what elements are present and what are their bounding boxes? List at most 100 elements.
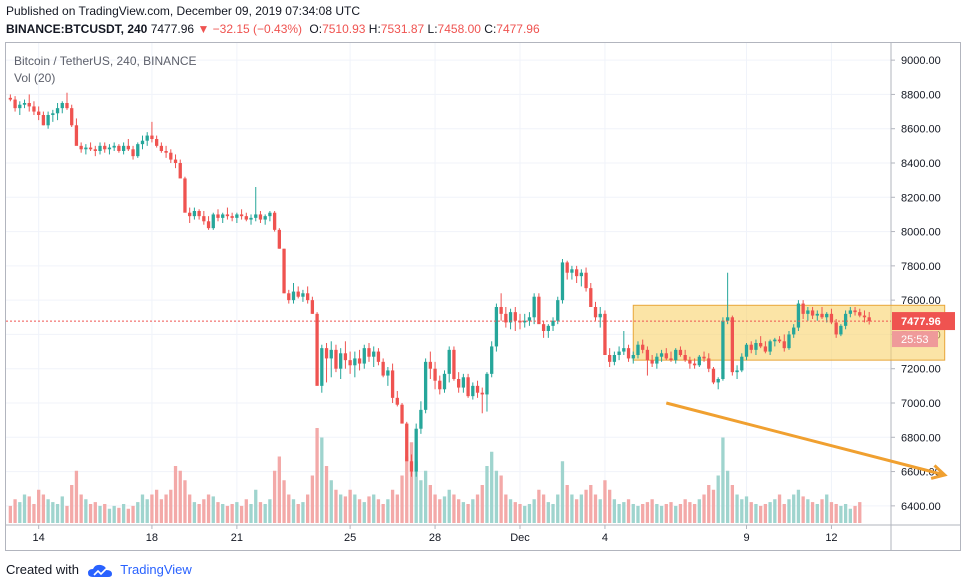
volume-bar: [574, 499, 579, 523]
volume-bar: [249, 504, 253, 523]
volume-bar: [230, 504, 234, 523]
volume-bar: [334, 489, 338, 523]
volume-bar: [452, 494, 456, 523]
volume-bar: [475, 494, 480, 523]
volume-bar: [641, 504, 645, 523]
price-chart[interactable]: 6400.006600.006800.007000.007200.007400.…: [6, 43, 960, 550]
volume-bar: [721, 437, 725, 523]
volume-bar: [622, 502, 626, 523]
x-tick-label: 4: [602, 532, 608, 544]
candle-body: [258, 214, 263, 220]
volume-bar: [79, 494, 83, 523]
y-tick-label: 7600.00: [901, 295, 941, 307]
last-price-badge: [892, 312, 955, 331]
volume-bar: [353, 494, 357, 523]
volume-bar: [556, 494, 560, 523]
volume-bar: [414, 461, 418, 523]
volume-bar: [593, 494, 598, 523]
candle-body: [655, 356, 659, 364]
y-tick-label: 6400.00: [901, 501, 941, 513]
volume-bar: [197, 504, 201, 523]
volume-bar: [815, 504, 819, 523]
candle-body: [173, 159, 178, 163]
candle-body: [532, 296, 536, 318]
y-tick-label: 6800.00: [901, 432, 941, 444]
volume-bar: [192, 502, 197, 523]
candle-body: [513, 312, 517, 321]
volume-bar: [315, 428, 319, 523]
candle-body: [843, 313, 848, 326]
volume-bar: [74, 470, 79, 523]
candle-body: [353, 358, 357, 366]
candle-body: [154, 139, 159, 146]
volume-bar: [239, 505, 244, 523]
x-tick-label: 25: [344, 532, 356, 544]
candle-body: [126, 145, 130, 150]
volume-bar: [169, 489, 173, 523]
volume-bar: [107, 508, 112, 523]
y-tick-label: 8600.00: [901, 124, 941, 136]
candle-body: [796, 303, 801, 328]
candle-body: [390, 370, 395, 398]
candle-body: [820, 313, 824, 318]
candle-body: [574, 269, 579, 277]
volume-legend: Vol (20): [14, 71, 56, 85]
volume-bar: [551, 504, 555, 523]
volume-bar: [65, 505, 69, 523]
volume-bar: [626, 499, 631, 523]
candle-body: [348, 360, 352, 366]
volume-bar: [508, 499, 513, 523]
candle-body: [735, 370, 739, 373]
candle-body: [475, 385, 480, 393]
candle-body: [117, 145, 121, 151]
candle-body: [74, 125, 79, 146]
volume-bar: [603, 480, 607, 523]
candle-body: [386, 370, 390, 376]
candle-body: [414, 428, 418, 472]
candle-body: [145, 135, 149, 141]
candle-body: [740, 356, 744, 371]
candle-body: [339, 353, 343, 369]
volume-bar: [409, 442, 414, 523]
candle-body: [88, 147, 93, 150]
candle-body: [508, 312, 513, 323]
candle-body: [183, 178, 187, 213]
volume-bar: [692, 504, 697, 523]
tradingview-brand[interactable]: TradingView: [120, 562, 192, 577]
candle-body: [641, 344, 645, 350]
candle-body: [301, 293, 305, 297]
candle-body: [438, 380, 442, 390]
volume-bar: [423, 470, 428, 523]
volume-bar: [55, 504, 60, 523]
volume-bar: [659, 505, 664, 523]
volume-bar: [272, 470, 277, 523]
chart-frame[interactable]: 6400.006600.006800.007000.007200.007400.…: [5, 42, 961, 551]
candle-body: [471, 385, 475, 397]
volume-bar: [480, 485, 484, 523]
volume-bar: [518, 504, 522, 523]
candle-body: [792, 327, 796, 335]
trend-arrow-line: [665, 401, 946, 477]
volume-bar: [51, 502, 55, 523]
volume-bar: [357, 499, 362, 523]
candle-body: [296, 291, 300, 297]
candle-body: [527, 317, 532, 321]
candle-body: [565, 262, 569, 273]
volume-bar: [744, 496, 749, 523]
volume-bar: [103, 504, 107, 523]
candle-body: [716, 379, 720, 383]
candle-body: [556, 300, 560, 321]
volume-bar: [372, 494, 376, 523]
candle-body: [669, 358, 673, 361]
candle-body: [409, 461, 414, 472]
candle-body: [447, 349, 451, 374]
volume-bar: [211, 496, 215, 523]
candle-body: [8, 97, 13, 100]
volume-bar: [93, 502, 97, 523]
candle-body: [310, 300, 315, 314]
candle-body: [140, 140, 145, 145]
volume-bar: [216, 502, 220, 523]
volume-bar: [296, 504, 300, 523]
candle-body: [839, 325, 843, 335]
volume-bar: [287, 494, 291, 523]
